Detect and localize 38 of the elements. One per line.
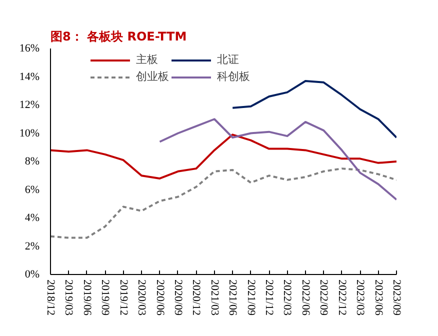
x-tick-label: 2020/03	[136, 280, 148, 316]
legend-label: 北证	[217, 52, 239, 67]
x-tick-label: 2022/12	[336, 280, 348, 316]
x-tick-label: 2022/09	[318, 280, 330, 316]
line-series	[50, 168, 396, 239]
y-tick-label: 10%	[19, 127, 40, 140]
line-series	[50, 134, 396, 180]
x-tick-label: 2022/06	[299, 280, 312, 316]
y-tick-label: 0%	[24, 268, 40, 280]
x-tick-label: 2020/09	[172, 280, 184, 316]
x-tick-label: 2023/03	[354, 280, 366, 316]
x-tick-label: 2021/03	[208, 280, 220, 316]
chart-title: 图8： 各板块 ROE-TTM	[50, 30, 187, 44]
x-tick-label: 2019/12	[117, 280, 130, 316]
y-tick-label: 12%	[19, 99, 40, 111]
x-tick-label: 2023/09	[390, 280, 402, 316]
x-tick-label: 2021/12	[263, 280, 276, 316]
x-tick-label: 2022/03	[281, 280, 294, 316]
legend-label: 创业板	[136, 69, 169, 84]
y-tick-label: 14%	[19, 70, 40, 83]
x-tick-label: 2019/09	[99, 280, 112, 316]
y-tick-label: 6%	[24, 184, 40, 196]
legend-label: 科创板	[217, 69, 250, 84]
x-tick-label: 2019/03	[62, 280, 75, 316]
y-tick-label: 8%	[24, 156, 40, 168]
line-series	[158, 118, 396, 201]
y-tick-label: 2%	[24, 240, 40, 252]
y-tick-label: 16%	[19, 42, 40, 54]
legend-label: 主板	[136, 52, 158, 67]
y-tick-label: 4%	[24, 212, 40, 224]
line-series	[232, 80, 396, 138]
x-tick-label: 2021/09	[244, 280, 257, 316]
x-tick-label: 2018/12	[44, 280, 56, 316]
x-tick-label: 2023/06	[372, 280, 384, 316]
x-tick-label: 2021/06	[226, 280, 239, 316]
x-tick-label: 2020/12	[190, 280, 202, 316]
x-tick-label: 2020/06	[154, 280, 166, 316]
x-tick-label: 2019/06	[80, 280, 93, 316]
